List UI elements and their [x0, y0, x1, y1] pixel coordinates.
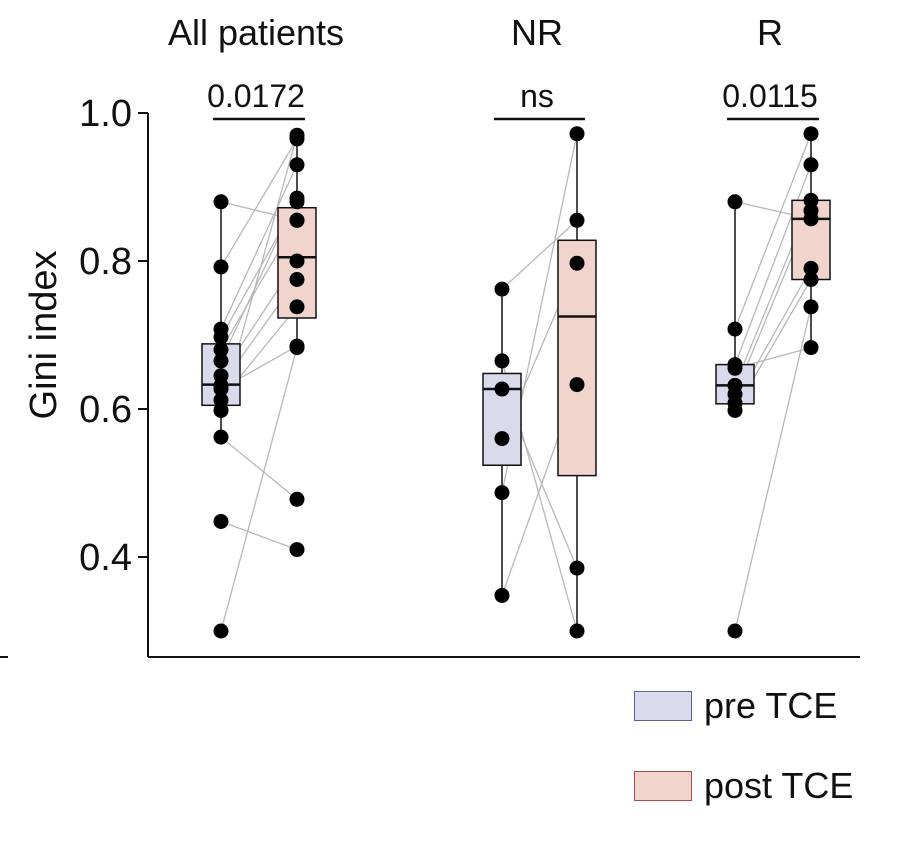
pre-point [727, 321, 743, 337]
pre-point [494, 353, 510, 369]
post-point [569, 623, 585, 639]
legend-swatch-pre [634, 691, 692, 721]
post-point [803, 299, 819, 315]
post-point [289, 190, 305, 206]
post-point [803, 272, 819, 287]
pre-point [727, 402, 743, 418]
post-point [803, 340, 819, 356]
pre-point [213, 429, 229, 445]
pair-line [220, 138, 298, 268]
pair-line [501, 219, 578, 290]
legend-label-pre: pre TCE [704, 685, 838, 726]
legend-label-post: post TCE [704, 765, 854, 806]
legend-item-pre: pre TCE [634, 683, 853, 729]
pre-point [727, 194, 743, 210]
pair-line [734, 133, 812, 330]
pre-point [213, 513, 229, 529]
post-point [569, 377, 585, 393]
post-point [289, 127, 305, 143]
pre-point [213, 194, 229, 210]
p-value-label: 0.0172 [207, 78, 305, 114]
legend-item-post: post TCE [634, 763, 853, 809]
pre-point [213, 623, 229, 639]
post-1-box [557, 239, 597, 477]
pair-line [734, 164, 812, 365]
pre-point [213, 381, 229, 397]
pair-line [220, 436, 298, 500]
pre-point [213, 259, 229, 275]
post-point [289, 212, 305, 228]
post-point [569, 212, 585, 228]
post-point [803, 203, 819, 219]
axes: 0.4 0.6 0.8 1.0 Gini index [0, 93, 860, 658]
post-point [289, 253, 305, 269]
post-point [289, 338, 305, 354]
pre-point [494, 485, 510, 501]
p-value-label: ns [520, 78, 554, 114]
post-point [569, 126, 585, 142]
post-point [289, 491, 305, 507]
group-label: All patients [168, 12, 344, 53]
post-point [569, 560, 585, 576]
post-point [803, 260, 819, 276]
post-point [803, 157, 819, 173]
group-label: NR [511, 12, 563, 53]
pre-point [213, 392, 229, 408]
group-label: R [757, 12, 783, 53]
pre-point [727, 623, 743, 639]
pair-line [220, 520, 298, 551]
pre-point [494, 281, 510, 297]
pre-point [213, 329, 229, 345]
post-point [289, 272, 305, 287]
post-point [289, 299, 305, 315]
pre-point [213, 342, 229, 358]
pre-point [494, 381, 510, 397]
pre-point [494, 587, 510, 603]
pair-line [220, 164, 298, 330]
y-tick-label: 0.6 [79, 389, 132, 431]
pre-point [213, 353, 229, 369]
pre-point [727, 360, 743, 376]
pair-line [734, 306, 812, 632]
pre-point [213, 402, 229, 418]
post-point [289, 157, 305, 173]
legend-swatch-post [634, 771, 692, 801]
y-tick-label: 1.0 [79, 93, 132, 135]
group-labels: All patients 0.0172 NR ns R 0.0115 [168, 12, 819, 121]
post-point [569, 255, 585, 271]
post-point [289, 542, 305, 558]
y-tick-label: 0.8 [79, 241, 132, 283]
data-points [213, 126, 819, 639]
pair-line [220, 347, 298, 632]
legend: pre TCE post TCE [634, 683, 853, 843]
box-plot-chart: 0.4 0.6 0.8 1.0 Gini index All patients 0.017… [0, 12, 860, 658]
p-value-label: 0.0115 [722, 78, 818, 114]
post-point [803, 126, 819, 142]
y-tick-label: 0.4 [79, 537, 132, 579]
pre-point [494, 431, 510, 447]
y-axis-label: Gini index [23, 251, 65, 420]
post-point [803, 192, 819, 208]
